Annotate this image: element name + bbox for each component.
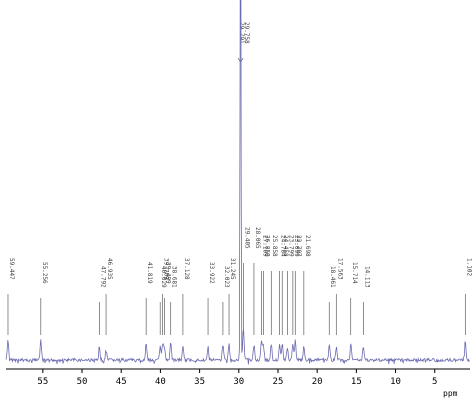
- peak-label: 39.709: [163, 258, 170, 280]
- peak-label: 31.245: [229, 258, 236, 280]
- peak-label: 37.128: [183, 258, 190, 280]
- peak-label: 40.029: [160, 266, 167, 288]
- peak-label: 28.065: [254, 227, 261, 249]
- x-tick-label: 50: [77, 377, 88, 387]
- peak-label: 21.698: [304, 235, 311, 257]
- peak-label: 23.799: [287, 235, 294, 257]
- peak-label: 17.563: [336, 258, 343, 280]
- peak-label: 26.850: [263, 235, 270, 257]
- x-tick-label: 40: [155, 377, 166, 387]
- peak-label: 24.784: [280, 235, 287, 257]
- x-tick-label: 35: [194, 377, 205, 387]
- peak-label: 47.792: [99, 266, 106, 288]
- peak-label: 24.458: [282, 235, 289, 257]
- peak-label: 25.858: [271, 235, 278, 257]
- peak-label: 1.102: [465, 258, 472, 276]
- x-tick-label: 10: [390, 377, 401, 387]
- peak-label: 33.922: [208, 262, 215, 284]
- peak-annotations: 59.447 55.256 47.792 46.935 41.819 40.02939.7…: [7, 22, 472, 335]
- peak-label: 29.405: [243, 227, 250, 249]
- x-axis-ticks: 55 50 45 40 35 30 25 20 15 10 5: [37, 369, 437, 387]
- peak-label: 59.447: [8, 258, 15, 280]
- peak-label: 27.109: [261, 235, 268, 257]
- x-tick-label: 15: [351, 377, 362, 387]
- peak-label: 18.461: [329, 266, 336, 288]
- peak-label: 14.113: [363, 266, 370, 288]
- peak-label: 23.099: [293, 235, 300, 257]
- spectrum-line: [5, 0, 470, 365]
- peak-label: 46.935: [106, 258, 113, 280]
- x-tick-label: 45: [116, 377, 127, 387]
- x-tick-label: 30: [233, 377, 244, 387]
- x-tick-label: 5: [432, 377, 437, 387]
- x-tick-label: 55: [37, 377, 48, 387]
- peak-label: 15.714: [351, 262, 358, 284]
- peak-label: 41.819: [146, 262, 153, 284]
- peak-label: 55.256: [41, 262, 48, 284]
- peak-label: 29.758: [243, 22, 250, 44]
- peak-label: 38.681: [171, 266, 178, 288]
- peak-label: 39.499: [164, 262, 171, 284]
- x-tick-label: 25: [273, 377, 284, 387]
- x-tick-label: 20: [312, 377, 323, 387]
- peak-label: 32.023: [223, 266, 230, 288]
- x-axis-label: ppm: [443, 389, 458, 398]
- peak-label: 29.791: [238, 22, 245, 44]
- peak-label: 22.797: [295, 235, 302, 257]
